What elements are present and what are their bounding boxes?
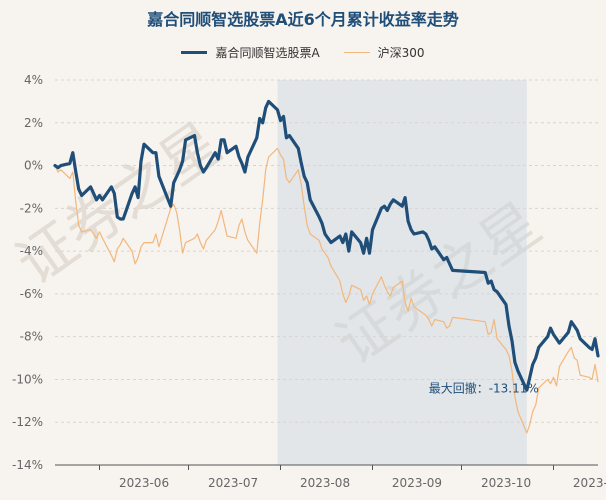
- line-fund: [53, 99, 600, 392]
- y-tick-label: -14%: [12, 458, 43, 472]
- y-tick-label: -8%: [20, 330, 43, 344]
- y-tick-label: 0%: [24, 159, 43, 173]
- y-tick-label: 4%: [24, 73, 43, 87]
- y-tick-label: -4%: [20, 244, 43, 258]
- y-tick-label: -10%: [12, 372, 43, 386]
- x-tick-label: 2023-10: [481, 476, 531, 490]
- y-tick-label: -2%: [20, 201, 43, 215]
- legend-item-hs300: 沪深300: [343, 44, 425, 61]
- legend-item-fund: 嘉合同顺智选股票A: [181, 44, 320, 61]
- x-tick-label: 2023-06: [119, 476, 169, 490]
- x-tick-label: 2023-08: [300, 476, 350, 490]
- y-tick-label: -12%: [12, 415, 43, 429]
- series-lines: [53, 99, 600, 434]
- y-tick-label: 2%: [24, 116, 43, 130]
- chart-title: 嘉合同顺智选股票A近6个月累计收益率走势: [147, 10, 459, 29]
- x-tick-label: 2023-11: [573, 476, 606, 490]
- legend-label-hs300: 沪深300: [377, 46, 425, 60]
- x-axis-ticks: 2023-06 2023-07 2023-08 2023-09 2023-10 2023-…: [99, 465, 606, 490]
- x-tick-label: 2023-09: [392, 476, 442, 490]
- y-axis-ticks: 4% 2% 0% -2% -4% -6% -8% -10% -12% -14%: [12, 73, 43, 472]
- grid-lines: [55, 79, 598, 466]
- line-hs300: [54, 147, 599, 434]
- legend-swatch-hs300: [343, 52, 370, 53]
- legend-label-fund: 嘉合同顺智选股票A: [215, 46, 320, 60]
- legend-swatch-fund: [181, 51, 208, 54]
- x-tick-label: 2023-07: [208, 476, 258, 490]
- legend: 嘉合同顺智选股票A 沪深300: [0, 44, 606, 61]
- max-drawdown-area: [277, 80, 527, 465]
- y-tick-label: -6%: [20, 287, 43, 301]
- max-drawdown-label: 最大回撤：-13.11%: [429, 380, 539, 395]
